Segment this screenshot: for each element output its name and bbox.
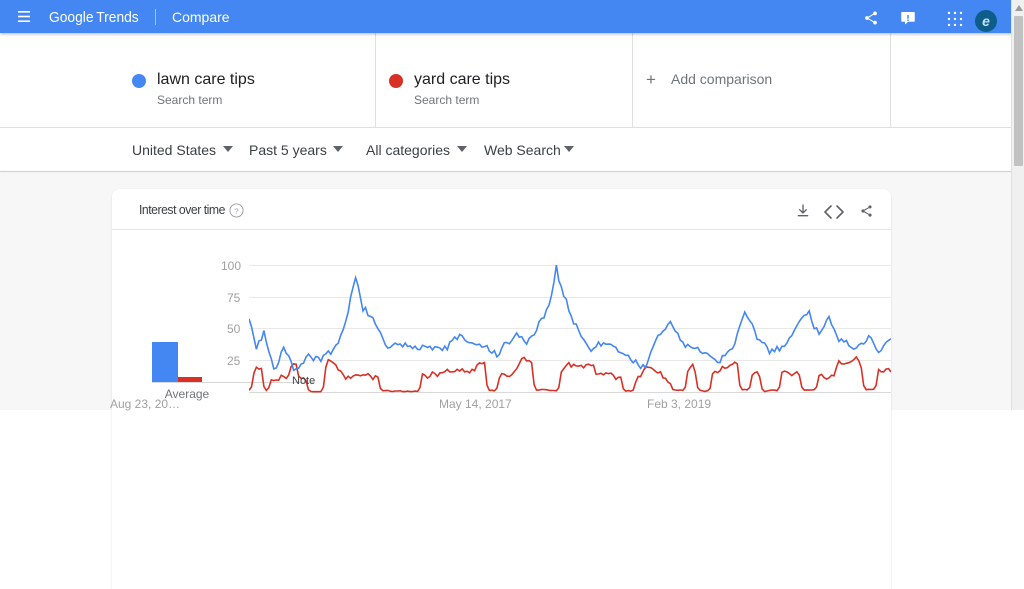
svg-text:?: ? [234,206,238,215]
